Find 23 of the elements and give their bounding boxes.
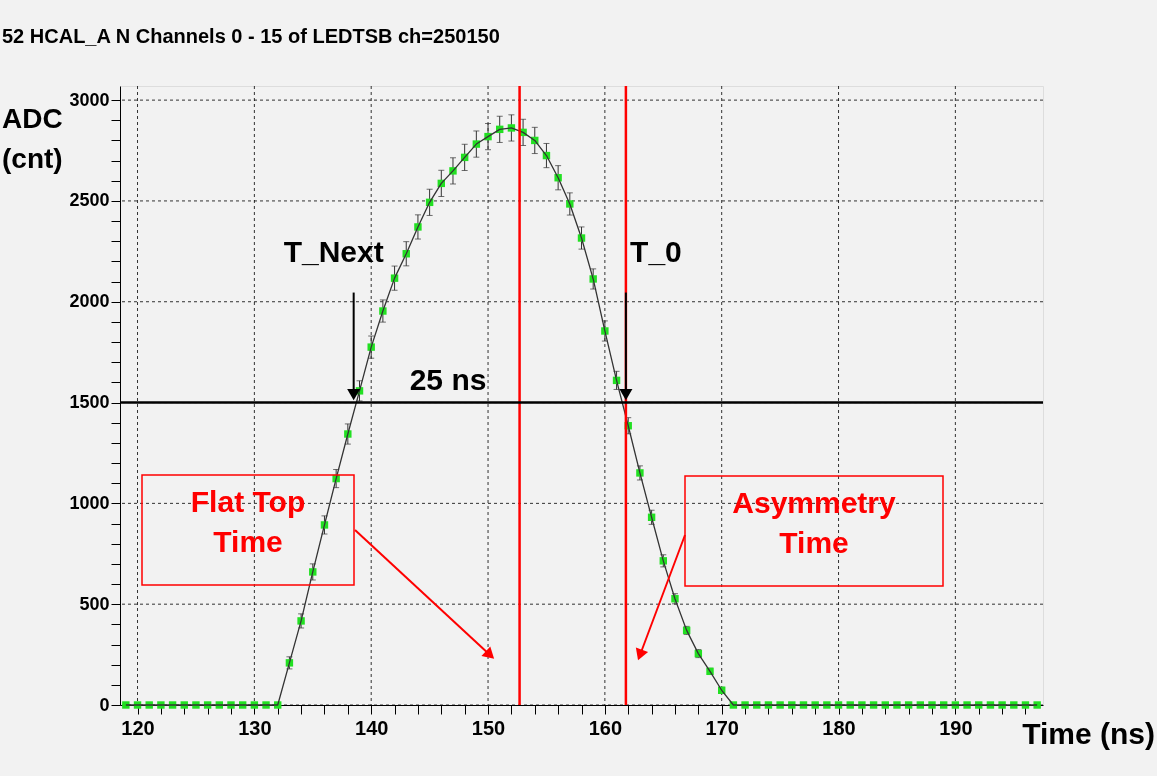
y-tick-label: 500 (79, 593, 110, 614)
annotation: T_Next (283, 234, 384, 268)
annotation: Flat Top Time (190, 485, 306, 558)
y-tick-label: 0 (99, 694, 110, 715)
x-tick-label: 130 (238, 716, 272, 739)
x-axis-title: Time (ns) (1022, 717, 1155, 750)
annotation: 25 ns (409, 362, 487, 396)
x-tick-label: 170 (705, 716, 739, 739)
y-tick-label: 1000 (69, 492, 110, 513)
y-tick-label: 2500 (69, 190, 110, 211)
y-tick-label: 2000 (69, 291, 110, 312)
x-tick-label: 180 (822, 716, 856, 739)
y-tick-label: 3000 (69, 89, 110, 110)
x-tick-label: 150 (471, 716, 506, 739)
annotation: Asymmetry Time (732, 486, 897, 559)
x-tick-label: 160 (588, 716, 623, 739)
y-tick-label: 1500 (69, 392, 110, 413)
y-axis-title: ADC (cnt) (2, 103, 63, 174)
annotation: T_0 (630, 234, 682, 268)
x-tick-label: 140 (355, 716, 389, 739)
x-tick-label: 190 (939, 716, 973, 739)
chart-title: 52 HCAL_A N Channels 0 - 15 of LEDTSB ch=250150 (2, 24, 500, 47)
x-tick-label: 120 (121, 716, 155, 739)
